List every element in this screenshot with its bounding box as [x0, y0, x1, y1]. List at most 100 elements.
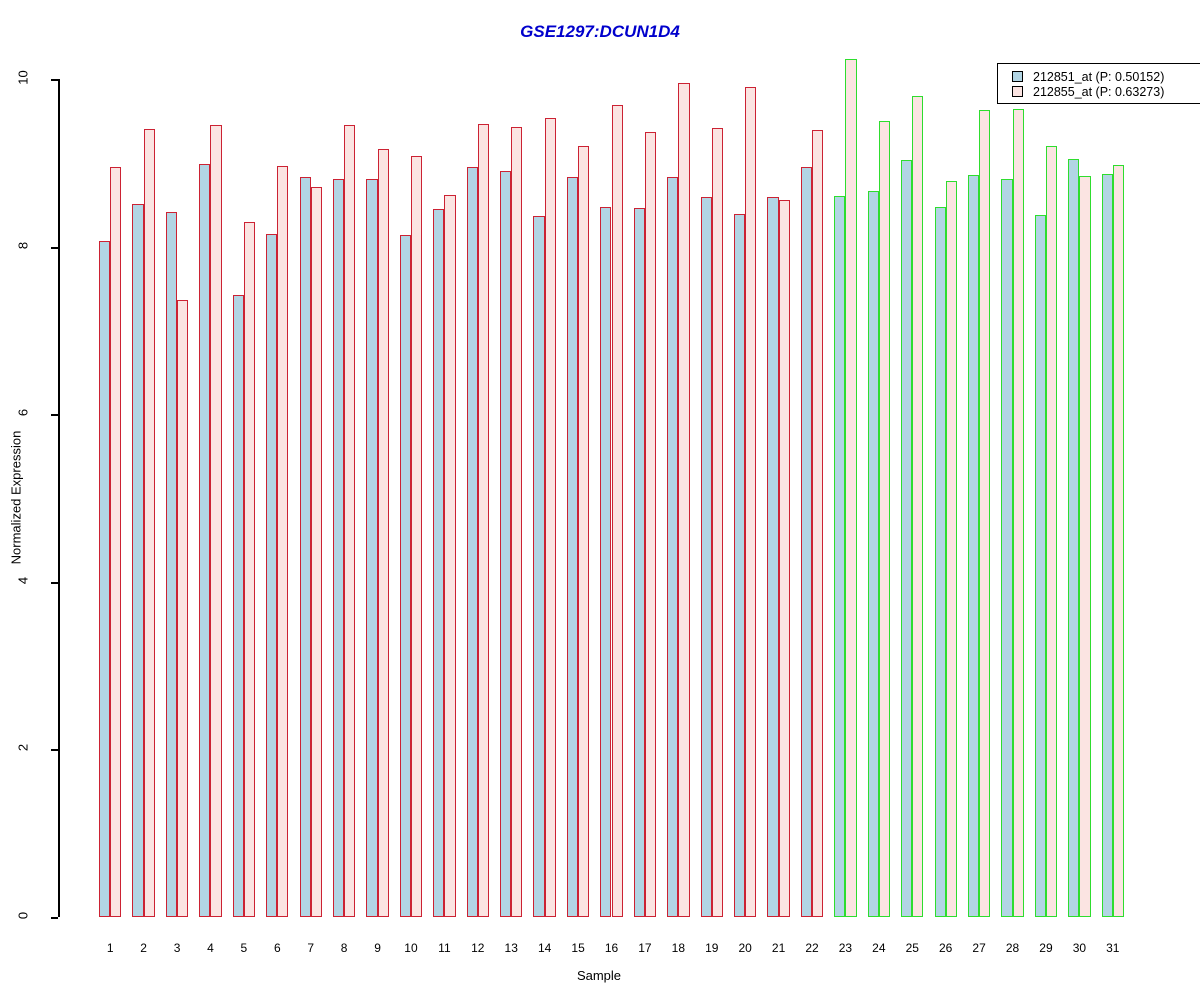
legend-swatch-series2-icon [1012, 86, 1023, 97]
x-tick-label: 2 [140, 941, 147, 955]
x-tick-label: 30 [1072, 941, 1087, 955]
x-tick-label: 4 [207, 941, 214, 955]
bar-sample-8-212855_at [344, 124, 356, 917]
bar-sample-21-212855_at [778, 199, 790, 917]
legend: 212851_at (P: 0.50152) 212855_at (P: 0.6… [997, 63, 1200, 104]
y-tick-label: 0 [15, 911, 31, 920]
legend-row: 212855_at (P: 0.63273) [1006, 84, 1194, 99]
bar-sample-7-212855_at [310, 186, 322, 917]
bar-sample-9-212851_at [366, 178, 378, 917]
bar-sample-5-212855_at [243, 221, 256, 917]
bar-sample-13-212855_at [511, 127, 523, 917]
bar-sample-24-212855_at [878, 121, 891, 917]
y-tick-label: 2 [15, 744, 31, 752]
x-tick-label: 13 [504, 941, 518, 955]
x-tick-label: 23 [838, 941, 853, 955]
bar-sample-26-212855_at [945, 180, 957, 917]
bar-sample-13-212851_at [500, 171, 512, 917]
x-tick-label: 21 [771, 941, 786, 955]
y-tick-mark [51, 749, 58, 752]
x-tick-label: 5 [240, 941, 248, 955]
bar-sample-18-212855_at [678, 82, 690, 917]
x-tick-label: 26 [939, 941, 953, 955]
bar-sample-30-212851_at [1068, 158, 1080, 917]
bar-sample-30-212855_at [1079, 176, 1091, 917]
bar-sample-9-212855_at [377, 148, 389, 917]
bar-sample-3-212855_at [177, 299, 189, 917]
y-tick-label: 8 [15, 241, 31, 249]
bar-sample-19-212851_at [700, 196, 712, 917]
x-tick-label: 15 [571, 941, 585, 955]
bar-sample-17-212851_at [633, 208, 645, 917]
bar-sample-27-212855_at [979, 110, 991, 917]
x-tick-label: 24 [872, 941, 886, 955]
x-tick-label: 29 [1039, 941, 1053, 955]
x-tick-label: 31 [1106, 941, 1120, 955]
x-tick-label: 16 [604, 941, 619, 955]
y-axis-line [58, 79, 60, 917]
bar-sample-2-212851_at [132, 204, 144, 917]
bar-sample-18-212851_at [667, 177, 679, 917]
bar-sample-15-212855_at [578, 146, 590, 917]
bar-sample-1-212855_at [110, 167, 122, 917]
x-tick-label: 11 [438, 941, 451, 955]
bar-sample-14-212851_at [533, 215, 545, 917]
bar-sample-16-212855_at [611, 105, 623, 917]
y-tick-label: 6 [15, 409, 31, 417]
x-tick-label: 10 [404, 941, 418, 955]
x-tick-label: 27 [972, 941, 986, 955]
bar-sample-26-212851_at [934, 207, 946, 917]
y-tick-label: 10 [15, 70, 31, 86]
bar-sample-29-212851_at [1034, 215, 1046, 917]
x-axis-title: Sample [576, 968, 622, 983]
bar-sample-21-212851_at [767, 196, 779, 917]
bar-sample-25-212851_at [901, 159, 913, 917]
bar-sample-28-212855_at [1012, 109, 1024, 917]
y-tick-mark [51, 414, 58, 417]
bar-sample-31-212851_at [1101, 173, 1113, 917]
bar-sample-2-212855_at [143, 128, 155, 917]
bar-sample-27-212851_at [967, 174, 980, 917]
bar-sample-16-212851_at [600, 206, 612, 917]
x-tick-label: 8 [340, 941, 348, 955]
y-tick-mark [51, 246, 58, 249]
y-tick-mark [51, 581, 58, 584]
bar-sample-1-212851_at [99, 240, 111, 917]
x-tick-label: 25 [905, 941, 919, 955]
bar-sample-6-212855_at [277, 166, 289, 917]
x-tick-label: 7 [307, 941, 315, 955]
x-tick-label: 20 [738, 941, 752, 955]
bar-sample-31-212855_at [1112, 164, 1124, 917]
y-tick-label: 4 [15, 576, 31, 585]
legend-swatch-series1-icon [1012, 71, 1023, 82]
x-tick-label: 12 [471, 941, 485, 955]
bar-sample-22-212851_at [800, 167, 812, 917]
bar-sample-11-212855_at [444, 194, 456, 917]
bar-sample-12-212855_at [477, 123, 489, 917]
bar-sample-10-212851_at [399, 235, 411, 917]
bar-sample-8-212851_at [332, 178, 345, 917]
bar-sample-5-212851_at [232, 295, 244, 917]
x-tick-label: 19 [705, 941, 719, 955]
bar-sample-23-212855_at [845, 59, 857, 917]
bar-sample-7-212851_at [299, 177, 311, 917]
x-tick-label: 9 [374, 941, 381, 955]
bar-sample-23-212851_at [834, 195, 846, 917]
x-tick-label: 6 [273, 941, 281, 955]
legend-row: 212851_at (P: 0.50152) [1006, 69, 1194, 84]
bar-sample-28-212851_at [1001, 178, 1013, 917]
bar-sample-11-212851_at [433, 209, 445, 917]
bar-sample-24-212851_at [867, 190, 879, 917]
x-tick-label: 22 [805, 941, 819, 955]
bar-sample-12-212851_at [466, 167, 478, 917]
bar-sample-10-212855_at [410, 156, 423, 917]
legend-label-series1: 212851_at (P: 0.50152) [1033, 69, 1165, 84]
x-tick-label: 28 [1005, 941, 1020, 955]
bar-sample-25-212855_at [912, 96, 924, 917]
bar-sample-14-212855_at [544, 117, 556, 917]
x-tick-label: 1 [106, 941, 114, 955]
chart-title: GSE1297:DCUN1D4 [520, 22, 680, 41]
x-tick-label: 14 [537, 941, 552, 955]
y-axis-title: Normalized Expression [8, 430, 24, 565]
